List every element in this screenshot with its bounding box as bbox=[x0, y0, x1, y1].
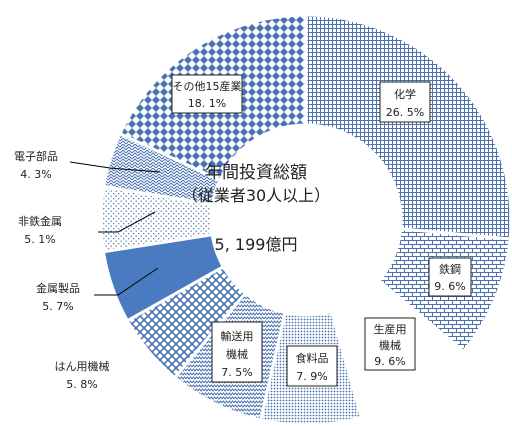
label-other-15: その他15産業 18. 1% bbox=[171, 74, 243, 114]
slice-name: その他15産業 bbox=[173, 80, 242, 93]
slice-name: 食料品 bbox=[296, 351, 329, 365]
slice-name: 化学 bbox=[394, 87, 416, 101]
slice-percent: 9. 6% bbox=[374, 355, 405, 368]
label-box bbox=[428, 257, 472, 297]
center-title-line1: 年間投資総額 bbox=[205, 163, 307, 183]
slice-percent: 9. 6% bbox=[434, 280, 465, 293]
slice-name-line1: 生産用 bbox=[374, 322, 407, 336]
label-nonferrous-name: 非鉄金属 bbox=[18, 214, 62, 228]
leader-line-electronic bbox=[69, 161, 161, 173]
label-electronic-name: 電子部品 bbox=[14, 149, 58, 163]
label-general-machinery-name: はん用機械 bbox=[55, 359, 110, 373]
label-general-machinery-percent: 5. 8% bbox=[66, 378, 97, 391]
label-metal-name: 金属製品 bbox=[36, 281, 80, 295]
label-production-machinery: 生産用 機械 9. 6% bbox=[364, 317, 416, 371]
label-box bbox=[364, 317, 416, 371]
label-chemical: 化学 26. 5% bbox=[379, 81, 431, 123]
slice-name-line2: 機械 bbox=[379, 338, 401, 352]
center-title-line2: （従業者30人以上） bbox=[182, 186, 330, 205]
label-steel: 鉄鋼 9. 6% bbox=[428, 257, 472, 297]
label-nonferrous-percent: 5. 1% bbox=[24, 233, 55, 246]
label-box bbox=[379, 81, 431, 123]
leader-line-nonferrous bbox=[98, 211, 156, 233]
label-box bbox=[211, 321, 263, 383]
label-metal-percent: 5. 7% bbox=[42, 300, 73, 313]
label-food: 食料品 7. 9% bbox=[286, 345, 338, 387]
leader-lines bbox=[69, 161, 161, 296]
center-total: 5, 199億円 bbox=[215, 235, 298, 254]
label-electronic-percent: 4. 3% bbox=[20, 168, 51, 181]
slice-0 bbox=[304, 13, 512, 241]
leader-line-metal bbox=[94, 267, 159, 296]
slice-percent: 7. 9% bbox=[296, 370, 327, 383]
label-box bbox=[171, 74, 243, 114]
slice-name-line2: 機械 bbox=[226, 347, 248, 361]
slice-percent: 26. 5% bbox=[386, 106, 424, 119]
label-box bbox=[286, 345, 338, 387]
slice-name: 鉄鋼 bbox=[439, 262, 461, 276]
slice-name-line1: 輸送用 bbox=[221, 329, 254, 343]
label-transport-machinery: 輸送用 機械 7. 5% bbox=[211, 321, 263, 383]
slice-percent: 7. 5% bbox=[221, 366, 252, 379]
slice-percent: 18. 1% bbox=[188, 97, 226, 110]
